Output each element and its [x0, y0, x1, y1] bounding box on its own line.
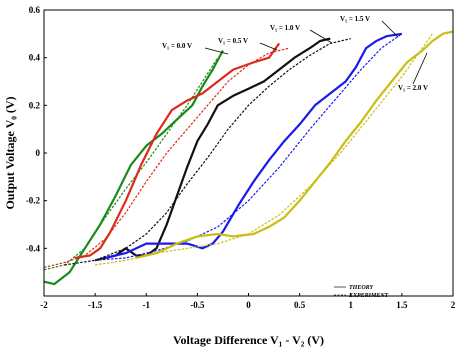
y-tick-label: 0.2 — [29, 100, 41, 110]
x-axis: -2 -1.5 -1 -0.5 0 0.5 1 1.5 2 — [40, 293, 456, 310]
x-tick-label: -2 — [40, 300, 48, 310]
y-axis-title: Output Voltage V₀ (V) — [3, 96, 17, 209]
annotation-v1-20: V₁ = 2.0 V — [398, 52, 428, 92]
annotation-label: V₁ = 1.0 V — [270, 24, 300, 32]
series-line-0-solid — [43, 49, 224, 286]
legend: THEORY EXPERIMENT — [334, 285, 389, 299]
annotation-arrow — [204, 47, 229, 55]
x-tick-label: 0.5 — [294, 300, 306, 310]
x-tick-label: 0 — [246, 300, 251, 310]
annotation-label: V₁ = 2.0 V — [398, 84, 428, 92]
y-tick-label: -0.4 — [26, 243, 41, 253]
y-tick-label: 0 — [36, 148, 41, 158]
series-line-5-dashed — [64, 38, 351, 266]
plot-lines — [43, 30, 454, 286]
annotation-v1-0: V₁ = 0.0 V — [162, 42, 229, 55]
plot-frame — [43, 9, 454, 297]
x-tick-label: 1 — [349, 300, 354, 310]
series-line-6-solid — [105, 32, 403, 259]
x-tick-label: -1 — [143, 300, 151, 310]
annotation-arrow — [309, 29, 333, 44]
legend-entry-theory: THEORY — [334, 285, 375, 291]
series-line-9-dashed — [95, 33, 433, 266]
y-tick-label: 0.6 — [29, 5, 41, 15]
annotation-label: V₁ = 0.5 V — [218, 37, 248, 45]
series-line-4-solid — [94, 37, 331, 262]
x-tick-label: 1.5 — [396, 300, 408, 310]
series-line-7-dashed — [95, 33, 403, 261]
x-tick-label: 2 — [451, 300, 456, 310]
x-tick-label: -1.5 — [88, 300, 103, 310]
annotation-arrow — [259, 42, 278, 51]
legend-label: THEORY — [349, 285, 375, 291]
y-tick-label: -0.2 — [26, 196, 41, 206]
legend-entry-experiment: EXPERIMENT — [334, 293, 389, 299]
annotations: V₁ = 0.0 V V₁ = 0.5 V V₁ = 1.0 V V₁ = 1.… — [162, 15, 428, 92]
x-axis-title: Voltage Difference V₁ - V₂ (V) — [173, 333, 324, 347]
annotation-arrow — [381, 20, 399, 38]
annotation-arrow — [412, 52, 428, 85]
annotation-v1-05: V₁ = 0.5 V — [218, 37, 278, 51]
annotation-v1-15: V₁ = 1.5 V — [340, 15, 399, 38]
series-line-2-solid — [74, 42, 281, 259]
y-tick-label: 0.4 — [29, 53, 41, 63]
y-axis: 0.6 0.4 0.2 0 -0.2 -0.4 — [26, 5, 47, 253]
annotation-label: V₁ = 1.5 V — [340, 15, 370, 23]
annotation-v1-10: V₁ = 1.0 V — [270, 24, 333, 44]
legend-label: EXPERIMENT — [348, 293, 389, 299]
x-tick-label: -0.5 — [190, 300, 205, 310]
annotation-label: V₁ = 0.0 V — [162, 42, 192, 50]
